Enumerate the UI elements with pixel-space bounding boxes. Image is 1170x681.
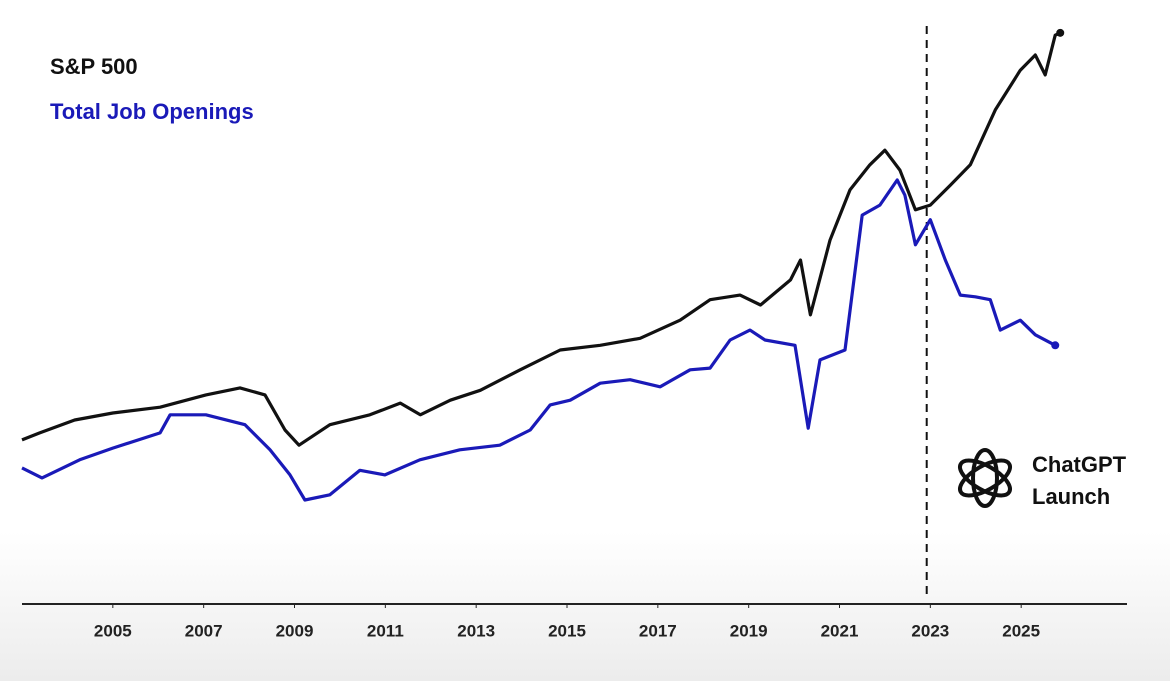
annotation-text: Launch (1032, 484, 1110, 509)
x-tick-label: 2017 (639, 621, 677, 640)
x-tick-label: 2021 (821, 621, 859, 640)
x-tick-label: 2011 (367, 621, 404, 640)
x-tick-label: 2005 (94, 621, 132, 640)
x-tick-label: 2009 (276, 621, 314, 640)
series-line (21, 178, 1056, 502)
legend-entry: Total Job Openings (50, 99, 254, 124)
x-tick-label: 2019 (730, 621, 768, 640)
annotation-text: ChatGPT (1032, 452, 1127, 477)
x-tick-label: 2013 (457, 621, 495, 640)
end-point (1051, 341, 1060, 350)
chatgpt-logo (958, 448, 1012, 508)
series-line (21, 31, 1061, 447)
legend-entry: S&P 500 (50, 54, 138, 79)
x-tick-label: 2015 (548, 621, 586, 640)
end-point (1056, 28, 1065, 37)
x-tick-label: 2007 (185, 621, 223, 640)
x-tick-label: 2023 (911, 621, 949, 640)
x-tick-label: 2025 (1002, 621, 1040, 640)
